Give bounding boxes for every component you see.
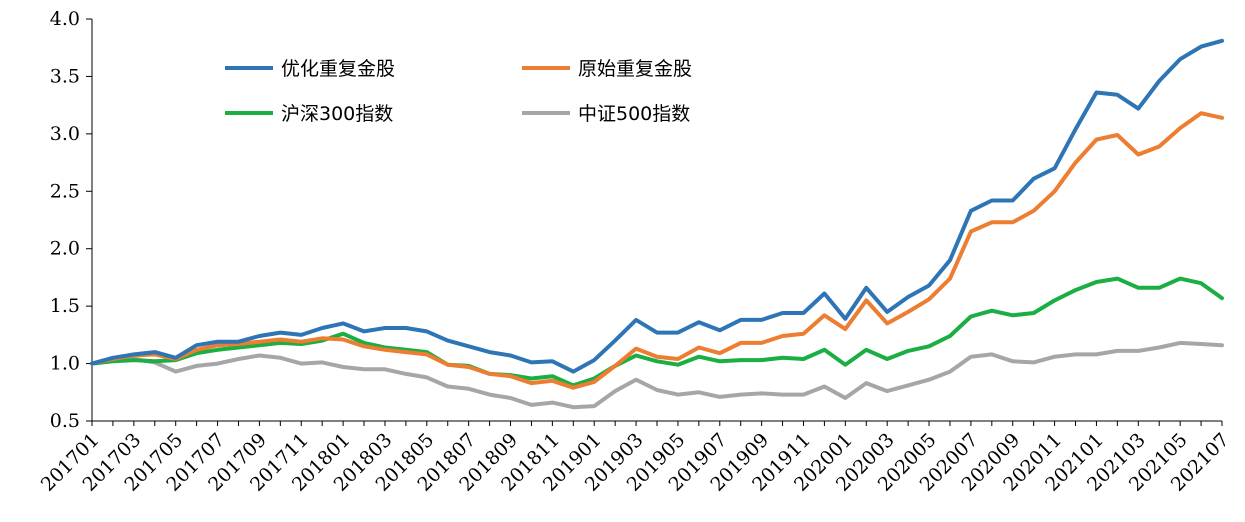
y-tick-label: 4.0 <box>50 8 80 30</box>
y-tick-label: 2.0 <box>50 238 80 260</box>
y-tick-label: 1.0 <box>50 353 80 375</box>
y-tick-label: 0.5 <box>50 410 80 432</box>
y-tick-label: 3.0 <box>50 123 80 145</box>
legend-label: 中证500指数 <box>578 103 690 125</box>
series-line-4 <box>90 340 1224 410</box>
legend-label: 原始重复金股 <box>578 58 692 80</box>
series-line-3 <box>90 276 1224 388</box>
y-tick-label: 1.5 <box>50 295 80 317</box>
x-axis-ticks: 2017012017032017052017072017092017112018… <box>37 421 1234 496</box>
series-line-1 <box>90 38 1224 374</box>
legend-label: 优化重复金股 <box>281 58 395 80</box>
y-tick-label: 2.5 <box>50 180 80 202</box>
series-line-2 <box>90 111 1224 390</box>
legend-label: 沪深300指数 <box>281 103 393 125</box>
series-lines <box>90 38 1224 410</box>
y-axis-ticks: 0.5 1.0 1.5 2.0 2.5 3.0 3.5 4.0 <box>50 8 92 432</box>
y-tick-label: 3.5 <box>50 65 80 87</box>
